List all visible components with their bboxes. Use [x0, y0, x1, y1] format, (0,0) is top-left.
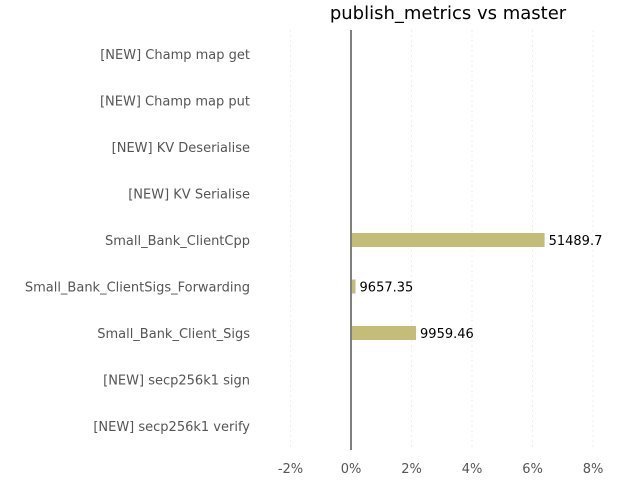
category-label: Small_Bank_ClientSigs_Forwarding	[25, 281, 250, 296]
x-tick-label: 0%	[341, 462, 362, 477]
category-labels: [NEW] Champ map get [NEW] Champ map put [N…	[25, 48, 250, 435]
category-label: [NEW] KV Deserialise	[112, 141, 250, 156]
category-label: Small_Bank_ClientCpp	[105, 234, 250, 249]
bar	[351, 279, 356, 294]
category-label: Small_Bank_Client_Sigs	[97, 327, 250, 342]
bar	[351, 233, 545, 247]
chart-title: publish_metrics vs master	[330, 3, 567, 24]
category-label: [NEW] Champ map put	[100, 95, 250, 110]
category-label: [NEW] KV Serialise	[128, 188, 250, 203]
category-label: [NEW] secp256k1 sign	[103, 374, 250, 389]
bar-value-label: 51489.7	[549, 234, 603, 249]
bar-value-label: 9657.35	[360, 281, 414, 296]
x-tick-label: 6%	[522, 462, 543, 477]
bar-layer	[351, 233, 545, 340]
category-label: [NEW] secp256k1 verify	[93, 420, 250, 435]
bar-value-label: 9959.46	[420, 327, 474, 342]
x-tick-label: -2%	[278, 462, 303, 477]
bar	[351, 326, 417, 340]
data-labels: 51489.7 9657.35 9959.46	[360, 234, 603, 342]
x-tick-label: 8%	[583, 462, 604, 477]
category-label: [NEW] Champ map get	[100, 48, 250, 63]
x-tick-label: 4%	[462, 462, 483, 477]
x-tick-labels: -2% 0% 2% 4% 6% 8%	[278, 462, 603, 477]
x-tick-label: 2%	[401, 462, 422, 477]
